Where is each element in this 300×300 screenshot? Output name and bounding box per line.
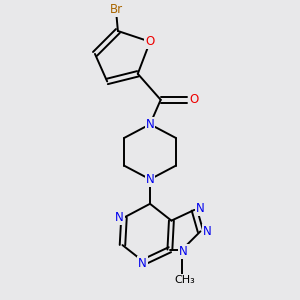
Text: O: O	[146, 35, 154, 48]
Text: N: N	[146, 173, 154, 186]
Text: N: N	[146, 118, 154, 131]
Text: N: N	[196, 202, 204, 215]
Text: N: N	[203, 225, 212, 238]
Text: N: N	[138, 257, 147, 270]
Text: N: N	[179, 245, 188, 258]
Text: O: O	[190, 93, 199, 106]
Text: Br: Br	[110, 3, 123, 16]
Text: N: N	[115, 211, 124, 224]
Text: CH₃: CH₃	[175, 274, 196, 285]
